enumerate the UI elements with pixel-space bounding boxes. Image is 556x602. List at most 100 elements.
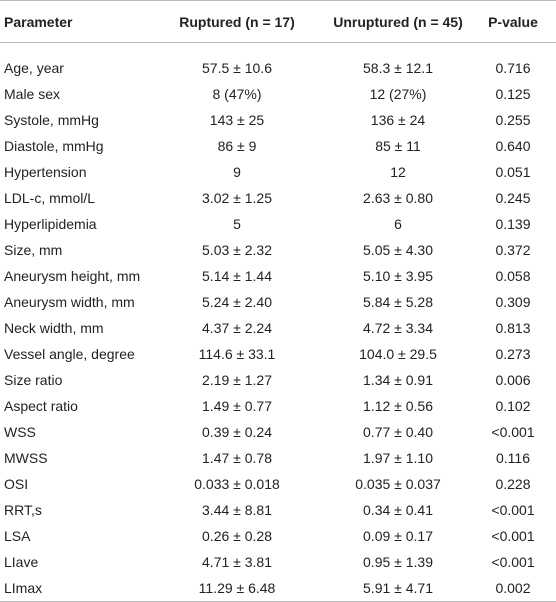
table-cell: 5.03 ± 2.32 [202,242,272,258]
table-cell: OSI [4,476,29,492]
header-cell: Parameter [0,0,148,43]
table-cell: 0.228 [495,476,531,492]
table-cell: <0.001 [491,424,535,440]
table-row: Diastole, mmHg 86 ± 9 85 ± 11 0.640 [0,133,556,159]
table-cell: Aneurysm height, mm [4,268,141,284]
header-cell: P-value [470,0,556,43]
table-row: MWSS 1.47 ± 0.78 1.97 ± 1.10 0.116 [0,445,556,471]
table-row: Aneurysm height, mm 5.14 ± 1.44 5.10 ± 3.9… [0,263,556,289]
table-cell: Age, year [4,60,64,76]
table-cell: Size ratio [4,372,63,388]
table-cell: 4.72 ± 3.34 [363,320,433,336]
table-cell: 12 [390,164,406,180]
table-cell: <0.001 [491,502,535,518]
table-row: OSI 0.033 ± 0.018 0.035 ± 0.037 0.228 [0,471,556,497]
table-cell: RRT,s [4,502,42,518]
table-cell: 6 [394,216,402,232]
table-row: LImax 11.29 ± 6.48 5.91 ± 4.71 0.002 [0,575,556,602]
table-cell: 143 ± 25 [209,112,265,128]
table-cell: 58.3 ± 12.1 [363,60,433,76]
table-cell: 8 (47%) [212,86,262,102]
table-cell: Neck width, mm [4,320,104,336]
table-cell: Hypertension [4,164,87,180]
table-row: Hyperlipidemia 5 6 0.139 [0,211,556,237]
table-cell: 5 [233,216,241,232]
table-row: Size, mm 5.03 ± 2.32 5.05 ± 4.30 0.372 [0,237,556,263]
table-row: LDL-c, mmol/L 3.02 ± 1.25 2.63 ± 0.80 0.245 [0,185,556,211]
table-cell: 1.34 ± 0.91 [363,372,433,388]
table-row: Size ratio 2.19 ± 1.27 1.34 ± 0.91 0.006 [0,367,556,393]
table-cell: 0.116 [496,450,530,466]
table-cell: 136 ± 24 [370,112,426,128]
table-cell: Vessel angle, degree [4,346,135,362]
table-cell: 114.6 ± 33.1 [198,346,276,362]
table-cell: 2.63 ± 0.80 [363,190,433,206]
table-cell: 0.102 [495,398,531,414]
header-row: Parameter Ruptured (n = 17) Unruptured (n … [0,0,556,43]
table-cell: 1.47 ± 0.78 [202,450,272,466]
table-cell: 0.813 [495,320,531,336]
table-cell: 86 ± 9 [217,138,257,154]
table-cell: 0.716 [495,60,531,76]
table-cell: 1.12 ± 0.56 [363,398,433,414]
table-cell: 12 (27%) [369,86,427,102]
table-row: Hypertension 9 12 0.051 [0,159,556,185]
table-cell: 0.002 [495,580,531,596]
header-cell: Unruptured (n = 45) [326,0,470,43]
table-cell: 104.0 ± 29.5 [359,346,437,362]
table-cell: 0.125 [495,86,531,102]
table-cell: WSS [4,424,36,440]
table-cell: Size, mm [4,242,63,258]
table-cell: 5.24 ± 2.40 [202,294,272,310]
table-cell: 0.372 [495,242,531,258]
table-cell: 1.49 ± 0.77 [202,398,272,414]
table-cell: 3.02 ± 1.25 [202,190,272,206]
table-cell: <0.001 [491,528,535,544]
table-row: Aneurysm width, mm 5.24 ± 2.40 5.84 ± 5.28… [0,289,556,315]
table-row: Systole, mmHg 143 ± 25 136 ± 24 0.255 [0,107,556,133]
table-row: Neck width, mm 4.37 ± 2.24 4.72 ± 3.34 0.81… [0,315,556,341]
table-row: Vessel angle, degree 114.6 ± 33.1 104.0 ± … [0,341,556,367]
table-cell: Aneurysm width, mm [4,294,135,310]
table-cell: Diastole, mmHg [4,138,104,154]
table-cell: MWSS [4,450,48,466]
table-cell: Male sex [4,86,61,102]
table-row: Aspect ratio 1.49 ± 0.77 1.12 ± 0.56 0.102 [0,393,556,419]
table-cell: <0.001 [491,554,535,570]
table-row: RRT,s 3.44 ± 8.81 0.34 ± 0.41 <0.001 [0,497,556,523]
table-cell: 2.19 ± 1.27 [202,372,272,388]
table-cell: LDL-c, mmol/L [4,190,96,206]
table-row: LIave 4.71 ± 3.81 0.95 ± 1.39 <0.001 [0,549,556,575]
table-cell: 5.91 ± 4.71 [363,580,433,596]
table-cell: 4.71 ± 3.81 [202,554,272,570]
table-cell: 0.39 ± 0.24 [202,424,272,440]
header-cell: Ruptured (n = 17) [148,0,326,43]
table-cell: 0.309 [495,294,531,310]
table-cell: LSA [4,528,31,544]
table-cell: 57.5 ± 10.6 [202,60,272,76]
table-cell: 4.37 ± 2.24 [202,320,272,336]
table-cell: 0.77 ± 0.40 [363,424,433,440]
table-cell: 0.273 [495,346,531,362]
table-cell: 3.44 ± 8.81 [202,502,272,518]
table-cell: 0.255 [495,112,531,128]
table-cell: 0.139 [495,216,531,232]
table-cell: 0.033 ± 0.018 [194,476,280,492]
table-cell: Systole, mmHg [4,112,99,128]
table-cell: 0.34 ± 0.41 [363,502,433,518]
table-cell: 0.035 ± 0.037 [355,476,441,492]
table-cell: 0.006 [495,372,531,388]
table-body: Age, year 57.5 ± 10.6 58.3 ± 12.1 0.716 Male… [0,43,556,602]
table-row: Age, year 57.5 ± 10.6 58.3 ± 12.1 0.716 [0,43,556,82]
table-cell: 0.640 [495,138,531,154]
table-cell: LImax [4,580,43,596]
table-cell: LIave [4,554,39,570]
table-header: Parameter Ruptured (n = 17) Unruptured (n … [0,0,556,43]
table-cell: 5.14 ± 1.44 [202,268,272,284]
table-cell: 5.10 ± 3.95 [363,268,433,284]
table-row: Male sex 8 (47%) 12 (27%) 0.125 [0,81,556,107]
table-cell: 11.29 ± 6.48 [198,580,276,596]
table-cell: 0.245 [495,190,531,206]
